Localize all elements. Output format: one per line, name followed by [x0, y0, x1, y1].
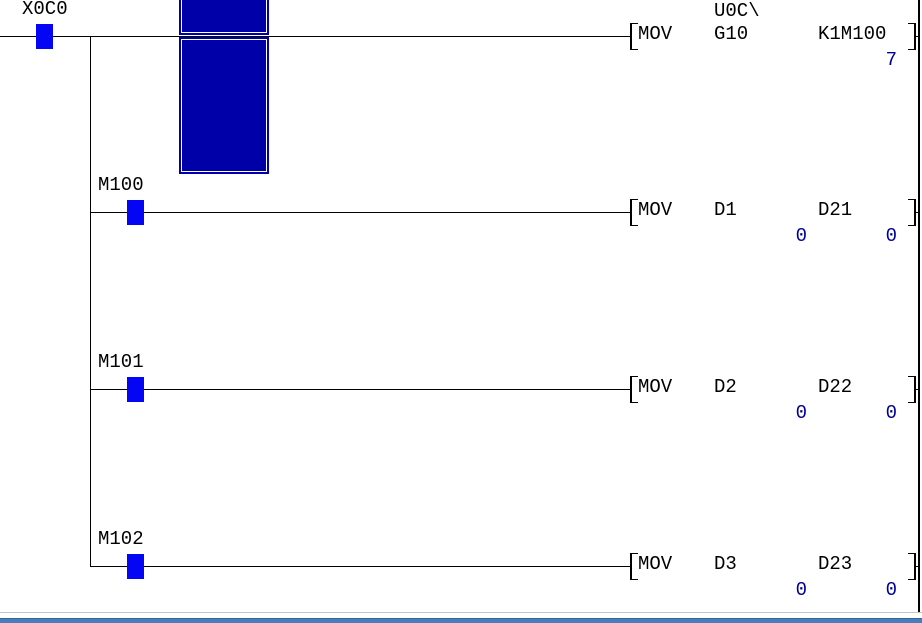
instruction-source-operand[interactable]: G10 — [714, 23, 749, 45]
rung-2: M100 MOV D1 D21 0 0 — [0, 176, 922, 353]
bottom-divider-line — [0, 612, 922, 613]
rung-4: M102 MOV D3 D23 0 0 — [0, 530, 922, 623]
instruction-dest-operand[interactable]: D21 — [818, 199, 853, 221]
instruction-source-operand[interactable]: D3 — [714, 553, 737, 575]
instruction-open-bracket — [630, 23, 638, 50]
contact-m100[interactable] — [127, 200, 144, 225]
window-bottom-border — [0, 618, 922, 623]
rail-connector-wire — [915, 212, 919, 213]
right-power-rail — [918, 0, 920, 612]
branch-vertical-wire — [90, 36, 91, 567]
contact-label-m101: M101 — [98, 351, 144, 373]
instruction-source-prefix: U0C\ — [714, 0, 760, 22]
rung-wire — [90, 212, 630, 213]
instruction-opcode[interactable]: MOV — [638, 376, 673, 398]
selection-cursor-top-cell[interactable] — [179, 0, 269, 35]
instruction-source-operand[interactable]: D2 — [714, 376, 737, 398]
selection-cursor-bottom-cell[interactable] — [179, 37, 269, 174]
instruction-opcode[interactable]: MOV — [638, 553, 673, 575]
instruction-dest-operand[interactable]: D22 — [818, 376, 853, 398]
instruction-source-operand[interactable]: D1 — [714, 199, 737, 221]
monitor-value-source: 0 — [795, 402, 807, 424]
instruction-dest-operand[interactable]: K1M100 — [818, 23, 887, 45]
instruction-opcode[interactable]: MOV — [638, 23, 673, 45]
rung-1: X0C0 MOV U0C\ G10 K1M100 7 — [0, 0, 922, 177]
monitor-value-source: 0 — [795, 579, 807, 601]
monitor-value-dest: 0 — [885, 225, 897, 247]
contact-m102[interactable] — [127, 554, 144, 579]
rail-connector-wire — [915, 566, 919, 567]
monitor-value-dest: 7 — [885, 49, 897, 71]
rail-connector-wire — [915, 389, 919, 390]
instruction-open-bracket — [630, 553, 638, 580]
monitor-value-dest: 0 — [885, 579, 897, 601]
contact-label-m100: M100 — [98, 174, 144, 196]
instruction-opcode[interactable]: MOV — [638, 199, 673, 221]
contact-x0c0[interactable] — [36, 24, 53, 49]
instruction-open-bracket — [630, 376, 638, 403]
rail-connector-wire — [915, 36, 919, 37]
contact-label-x0c0: X0C0 — [22, 0, 68, 20]
contact-m101[interactable] — [127, 377, 144, 402]
monitor-value-dest: 0 — [885, 402, 897, 424]
rung-wire — [90, 389, 630, 390]
monitor-value-source: 0 — [795, 225, 807, 247]
rung-wire — [90, 566, 630, 567]
rung-3: M101 MOV D2 D22 0 0 — [0, 353, 922, 530]
rung-wire — [0, 36, 630, 37]
instruction-dest-operand[interactable]: D23 — [818, 553, 853, 575]
contact-label-m102: M102 — [98, 528, 144, 550]
instruction-open-bracket — [630, 199, 638, 226]
